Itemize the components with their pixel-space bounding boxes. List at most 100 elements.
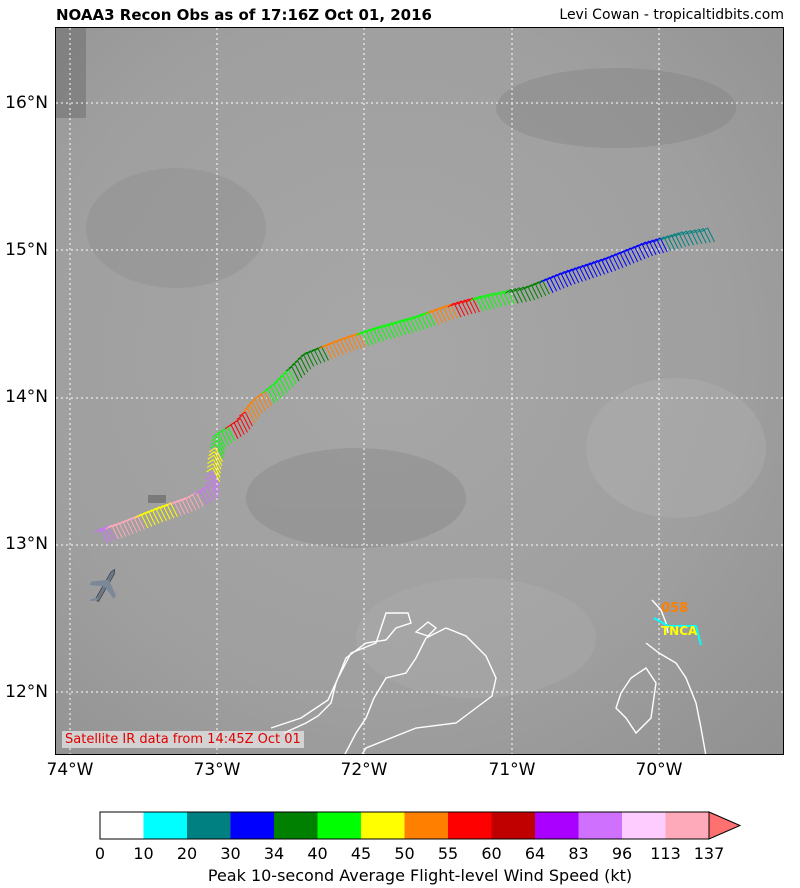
wind-barb xyxy=(513,287,527,302)
wind-barb xyxy=(587,261,602,276)
wind-barb xyxy=(112,522,127,537)
wind-barb xyxy=(477,294,491,310)
wind-barb xyxy=(311,347,326,363)
aircraft-icon[interactable] xyxy=(83,562,127,611)
wind-barb xyxy=(444,303,458,319)
wind-barb xyxy=(421,311,436,326)
wind-barb xyxy=(366,327,381,343)
wind-barb xyxy=(127,516,142,532)
wind-barb xyxy=(236,414,251,430)
colorbar-tick-label: 0 xyxy=(94,844,106,863)
wind-barb xyxy=(628,245,642,261)
wind-barb xyxy=(101,525,116,541)
wind-barb xyxy=(488,292,503,307)
wind-barb xyxy=(239,411,253,427)
wind-barb xyxy=(273,378,288,393)
wind-barb xyxy=(429,308,444,324)
colorbar-tick-label: 64 xyxy=(524,844,546,863)
wind-barb xyxy=(550,273,565,289)
wind-barb xyxy=(234,418,248,433)
wind-barb xyxy=(509,288,523,303)
wind-barb xyxy=(123,518,138,533)
wind-barb xyxy=(374,325,388,341)
colorbar-outline xyxy=(99,811,710,840)
colorbar-tick-label: 20 xyxy=(176,844,198,863)
wind-barb xyxy=(377,324,392,339)
wind-barb xyxy=(668,233,683,248)
wind-barb xyxy=(680,230,694,246)
wind-barb xyxy=(399,318,414,333)
wind-barb xyxy=(425,309,440,325)
wind-barb xyxy=(279,372,294,388)
wind-barb xyxy=(120,519,134,535)
wind-barb xyxy=(407,316,421,331)
wind-barb xyxy=(282,369,297,385)
colorbar-segment xyxy=(578,812,622,839)
wind-barb xyxy=(414,313,429,329)
colorbar xyxy=(99,811,742,840)
wind-barb xyxy=(206,463,221,478)
airport-marker xyxy=(653,617,702,646)
colorbar-tick-label: 30 xyxy=(220,844,241,863)
wind-barb xyxy=(536,279,550,295)
wind-barb xyxy=(455,300,469,316)
wind-barb xyxy=(675,231,690,246)
lon-label-73w: 73°W xyxy=(193,760,241,780)
wind-barb xyxy=(294,357,309,373)
wind-barb xyxy=(528,282,543,298)
colorbar-segment xyxy=(100,812,144,839)
colorbar-tick-label: 113 xyxy=(650,844,681,863)
colorbar-segment xyxy=(187,812,231,839)
wind-barb xyxy=(609,253,624,268)
colorbar-tick-label: 137 xyxy=(693,844,725,863)
wind-barb xyxy=(351,332,366,348)
wind-barb xyxy=(97,527,112,542)
wind-barb xyxy=(492,291,507,307)
wind-barb xyxy=(646,239,661,255)
colorbar-extension-arrow xyxy=(708,811,742,840)
wind-barb xyxy=(635,243,650,258)
wind-barb xyxy=(653,237,668,253)
colorbar-label: Peak 10-second Average Flight-level Wind… xyxy=(207,866,633,885)
satellite-map: 058 TNCA xyxy=(56,28,783,754)
colorbar-segment xyxy=(361,812,405,839)
wind-barb xyxy=(175,498,189,514)
colorbar-tick-label: 96 xyxy=(611,844,633,863)
wind-barb xyxy=(207,454,222,470)
wind-barb xyxy=(594,258,609,274)
station-obs-label: 058 xyxy=(661,601,688,616)
wind-barb xyxy=(517,286,531,302)
wind-barb xyxy=(337,337,351,352)
colorbar-segment xyxy=(143,812,187,839)
wind-barb xyxy=(525,284,539,299)
wind-barb xyxy=(598,257,613,273)
wind-barb xyxy=(370,326,385,342)
coastlines xyxy=(270,599,707,754)
wind-barb xyxy=(363,328,377,344)
wind-barb xyxy=(661,235,675,251)
satellite-note: Satellite IR data from 14:45Z Oct 01 xyxy=(62,731,304,748)
wind-barb xyxy=(297,354,312,370)
wind-barb xyxy=(547,275,561,291)
colorbar-segment xyxy=(535,812,579,839)
wind-barb xyxy=(142,510,156,526)
wind-barb xyxy=(672,232,687,247)
lon-label-71w: 71°W xyxy=(488,760,536,780)
wind-barb xyxy=(657,236,672,252)
wind-barb xyxy=(270,381,285,396)
wind-barb xyxy=(458,299,473,315)
colorbar-segment xyxy=(665,812,709,839)
wind-barb xyxy=(149,507,164,523)
wind-barb xyxy=(650,238,664,254)
wind-barb xyxy=(153,506,167,521)
wind-barb xyxy=(496,290,511,306)
lon-label-74w: 74°W xyxy=(46,760,94,780)
colorbar-tick-label: 10 xyxy=(133,844,154,863)
wind-barb xyxy=(340,335,355,351)
wind-barb xyxy=(348,333,363,349)
wind-barb xyxy=(131,515,145,530)
wind-barb xyxy=(432,307,447,322)
map-panel[interactable]: 058 TNCA Satellite IR data from 14:45Z O… xyxy=(55,27,784,755)
wind-barb xyxy=(322,343,337,358)
wind-barb xyxy=(138,512,153,527)
